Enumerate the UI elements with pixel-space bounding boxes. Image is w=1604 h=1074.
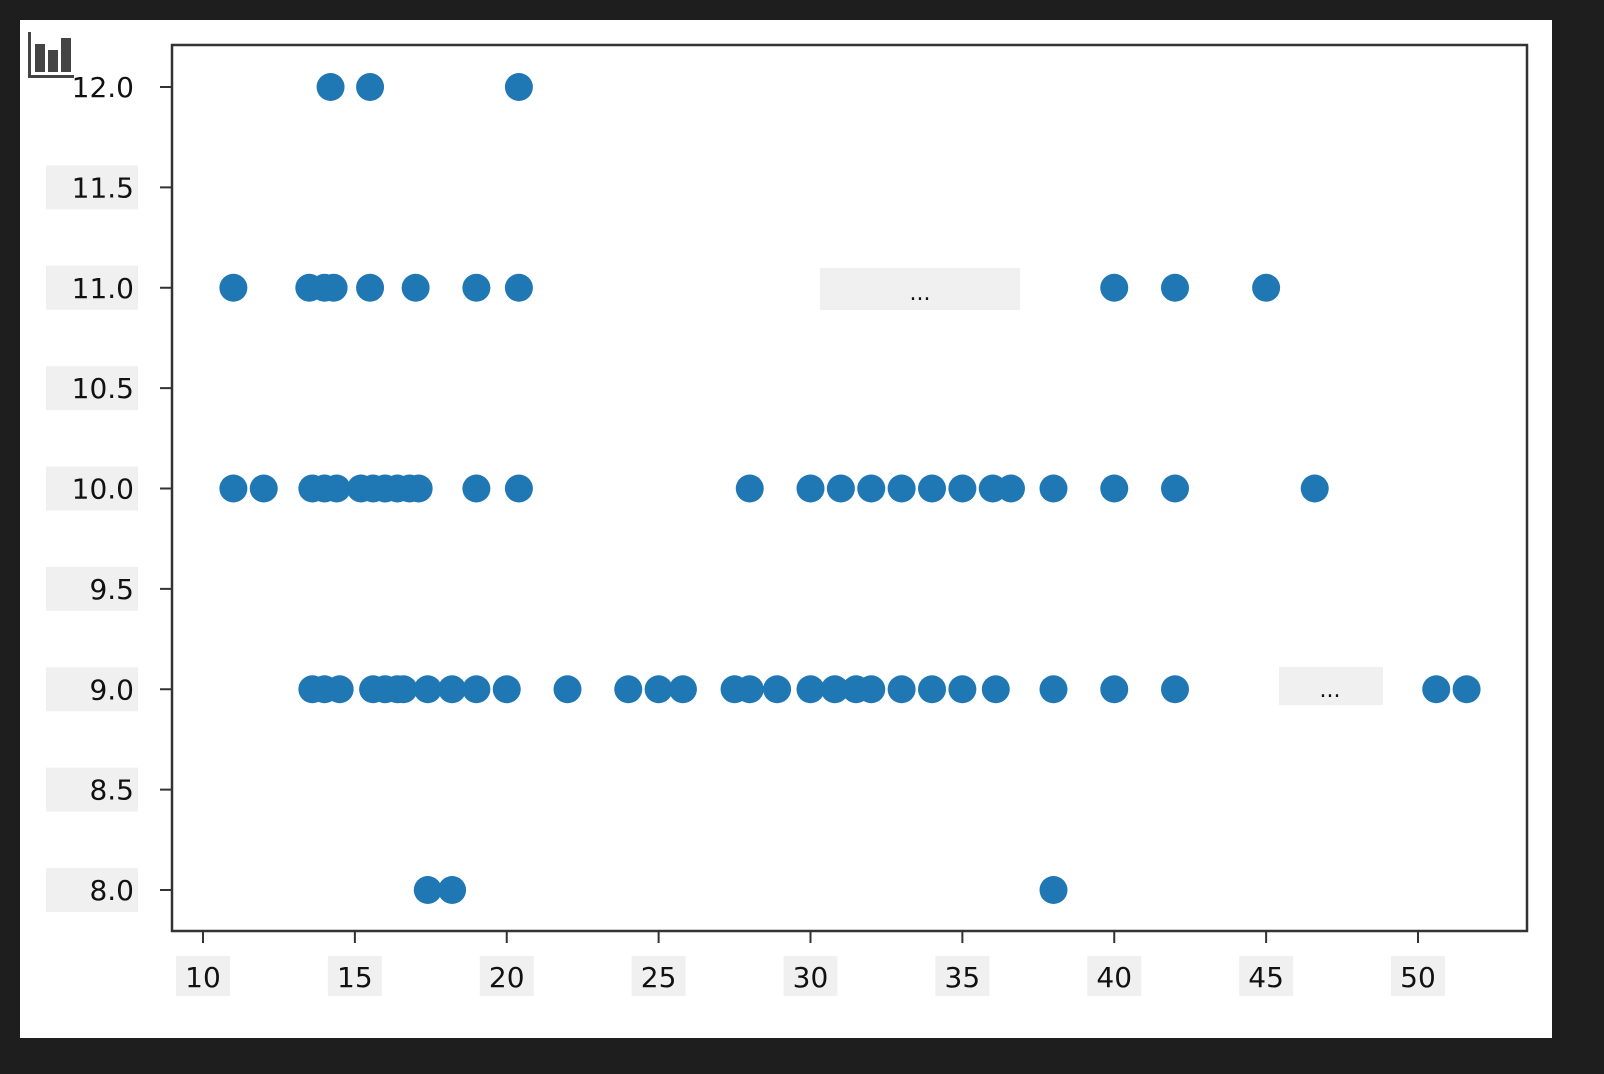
scatter-point [948, 675, 977, 704]
scatter-point [492, 675, 521, 704]
chart-frame [20, 20, 1552, 1038]
y-tick-label: 11.0 [72, 272, 134, 305]
scatter-point [325, 675, 354, 704]
scatter-point [504, 273, 533, 302]
scatter-point [735, 675, 764, 704]
scatter-point [462, 474, 491, 503]
scatter-point [763, 675, 792, 704]
scatter-point [820, 675, 849, 704]
scatter-point [1100, 675, 1129, 704]
scatter-point [462, 273, 491, 302]
x-tick-label: 30 [793, 961, 829, 994]
y-tick-label: 11.5 [72, 171, 134, 204]
x-tick-label: 35 [945, 961, 981, 994]
scatter-point [1161, 474, 1189, 503]
scatter-point [1252, 273, 1281, 302]
scatter-point [322, 474, 351, 503]
bar-chart-icon[interactable] [28, 32, 74, 78]
x-tick-label: 50 [1400, 961, 1436, 994]
scatter-point [462, 675, 491, 704]
scatter-point [389, 675, 418, 704]
x-tick-label: 20 [489, 961, 525, 994]
scatter-point [553, 675, 582, 704]
scatter-point [504, 73, 533, 101]
scatter-point [918, 675, 946, 704]
scatter-point [1039, 876, 1068, 904]
y-tick-label: 10.0 [72, 473, 134, 506]
scatter-point [249, 474, 278, 503]
scatter-point [796, 474, 825, 503]
scatter-point [1452, 675, 1481, 704]
scatter-point [316, 73, 345, 101]
x-tick-label: 25 [641, 961, 677, 994]
scatter-point [404, 474, 433, 503]
scatter-point [219, 273, 248, 302]
scatter-point [401, 273, 430, 302]
scatter-point [1039, 474, 1068, 503]
y-tick-label: 8.5 [89, 774, 134, 807]
y-tick-label: 8.0 [89, 874, 134, 907]
scatter-point [887, 474, 916, 503]
scatter-point [319, 273, 348, 302]
scatter-point [356, 273, 385, 302]
x-tick-label: 10 [185, 961, 221, 994]
scatter-point [1161, 273, 1189, 302]
scatter-point [948, 474, 977, 503]
annotation-label: ... [910, 281, 931, 306]
scatter-point [1300, 474, 1329, 503]
x-tick-label: 15 [337, 961, 373, 994]
scatter-point [1161, 675, 1189, 704]
y-tick-label: 9.5 [89, 573, 134, 606]
scatter-point [857, 474, 886, 503]
scatter-point [918, 474, 946, 503]
y-tick-label: 9.0 [89, 673, 134, 706]
x-tick-label: 45 [1248, 961, 1284, 994]
y-tick-label: 10.5 [72, 372, 134, 405]
scatter-point [438, 675, 467, 704]
scatter-point [614, 675, 643, 704]
scatter-point [857, 675, 886, 704]
scatter-point [413, 675, 442, 704]
scatter-point [796, 675, 825, 704]
scatter-point [996, 474, 1025, 503]
scatter-point [668, 675, 697, 704]
x-tick-label: 40 [1096, 961, 1132, 994]
scatter-point [356, 73, 385, 101]
annotation-label: ... [1320, 678, 1341, 703]
scatter-point [219, 474, 248, 503]
scatter-point [1039, 675, 1068, 704]
scatter-point [735, 474, 764, 503]
scatter-point [1422, 675, 1451, 704]
scatter-point [644, 675, 673, 704]
scatter-point [1100, 474, 1129, 503]
scatter-point [438, 876, 467, 904]
scatter-point [504, 474, 533, 503]
scatter-point [413, 876, 442, 904]
scatter-point [887, 675, 916, 704]
scatter-point [981, 675, 1010, 704]
y-tick-label: 12.0 [72, 71, 134, 104]
scatter-point [826, 474, 855, 503]
scatter-point [1100, 273, 1129, 302]
